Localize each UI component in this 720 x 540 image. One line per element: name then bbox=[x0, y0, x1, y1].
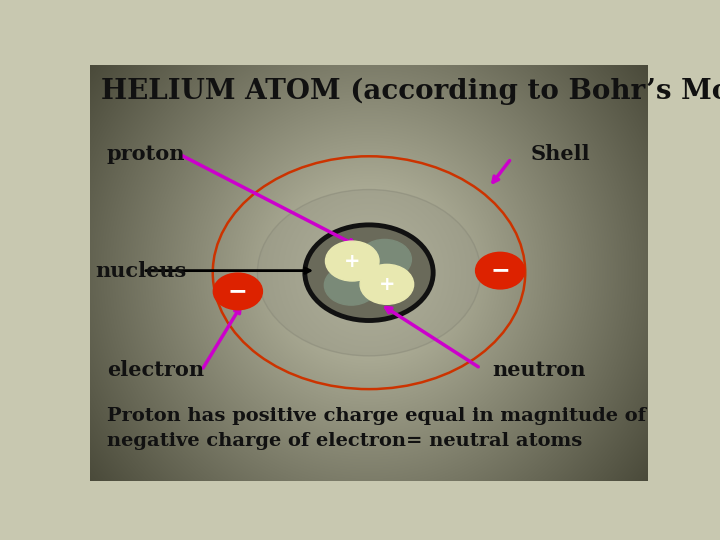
Circle shape bbox=[305, 225, 433, 321]
Text: −: − bbox=[228, 279, 248, 303]
Circle shape bbox=[324, 265, 378, 305]
Circle shape bbox=[258, 190, 481, 356]
Text: Proton has positive charge equal in magnitude of: Proton has positive charge equal in magn… bbox=[107, 407, 646, 425]
Text: +: + bbox=[379, 275, 395, 294]
Text: neutron: neutron bbox=[492, 360, 585, 380]
Circle shape bbox=[360, 265, 413, 305]
Text: electron: electron bbox=[107, 360, 204, 380]
Text: proton: proton bbox=[107, 144, 185, 164]
Circle shape bbox=[476, 252, 525, 289]
Text: HELIUM ATOM (according to Bohr’s Model): HELIUM ATOM (according to Bohr’s Model) bbox=[101, 77, 720, 105]
Circle shape bbox=[358, 239, 411, 279]
Text: Shell: Shell bbox=[531, 144, 590, 164]
Text: −: − bbox=[490, 259, 510, 282]
Circle shape bbox=[213, 273, 262, 310]
Text: nucleus: nucleus bbox=[96, 261, 186, 281]
Text: negative charge of electron= neutral atoms: negative charge of electron= neutral ato… bbox=[107, 432, 582, 450]
Text: +: + bbox=[344, 252, 361, 271]
Circle shape bbox=[325, 241, 379, 281]
